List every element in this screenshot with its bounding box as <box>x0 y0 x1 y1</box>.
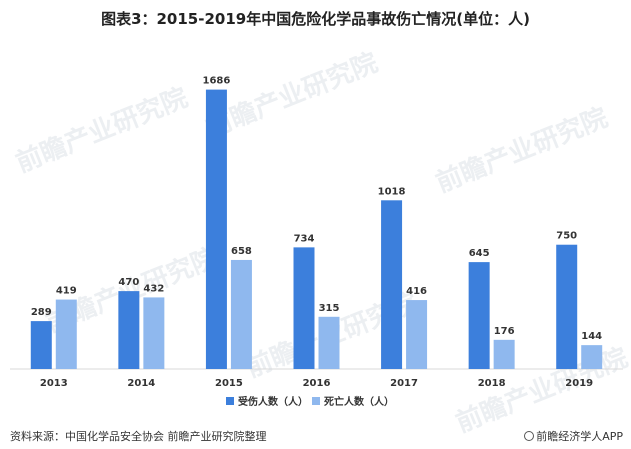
data-label: 176 <box>494 326 515 337</box>
data-label: 750 <box>556 231 577 242</box>
data-label: 432 <box>143 283 164 294</box>
x-tick-label: 2014 <box>127 378 155 389</box>
data-label: 419 <box>56 286 77 297</box>
data-label: 470 <box>118 277 139 288</box>
bar-deaths <box>230 259 252 369</box>
source-note: 资料来源：中国化学品安全协会 前瞻产业研究院整理 <box>10 430 267 443</box>
bar-deaths <box>143 297 165 369</box>
data-label: 289 <box>31 307 52 318</box>
bar-deaths <box>406 300 428 369</box>
x-tick-label: 2018 <box>478 378 506 389</box>
data-label: 1018 <box>378 186 406 197</box>
brand-text: 前瞻经济学人APP <box>536 430 623 443</box>
bar-deaths <box>493 339 515 369</box>
legend-swatch-deaths <box>312 397 320 405</box>
brand-label: 前瞻经济学人APP <box>524 428 623 444</box>
x-tick-label: 2019 <box>565 378 593 389</box>
bar-injured <box>205 89 227 369</box>
data-label: 144 <box>581 331 602 342</box>
x-tick-label: 2017 <box>390 378 418 389</box>
bar-injured <box>118 291 140 369</box>
bar-injured <box>468 262 490 369</box>
legend-label-injured: 受伤人数（人） <box>238 395 308 408</box>
x-tick-label: 2016 <box>303 378 331 389</box>
legend-label-deaths: 死亡人数（人） <box>324 395 394 408</box>
bar-injured <box>556 244 578 369</box>
bar-deaths <box>318 316 340 369</box>
bar-injured <box>381 200 403 369</box>
chart-title: 图表3：2015-2019年中国危险化学品事故伤亡情况(单位：人) <box>101 10 530 28</box>
legend-swatch-injured <box>226 397 234 405</box>
bar-deaths <box>55 299 77 369</box>
data-label: 416 <box>406 286 427 297</box>
x-tick-label: 2015 <box>215 378 243 389</box>
data-label: 645 <box>469 248 490 259</box>
brand-logo-icon <box>524 431 535 441</box>
bar-injured <box>30 321 52 369</box>
data-label: 315 <box>319 303 340 314</box>
data-label: 734 <box>294 233 315 244</box>
data-label: 1686 <box>203 76 231 87</box>
x-tick-label: 2013 <box>40 378 68 389</box>
bar-deaths <box>581 345 603 369</box>
bar-injured <box>293 247 315 369</box>
data-label: 658 <box>231 246 252 257</box>
